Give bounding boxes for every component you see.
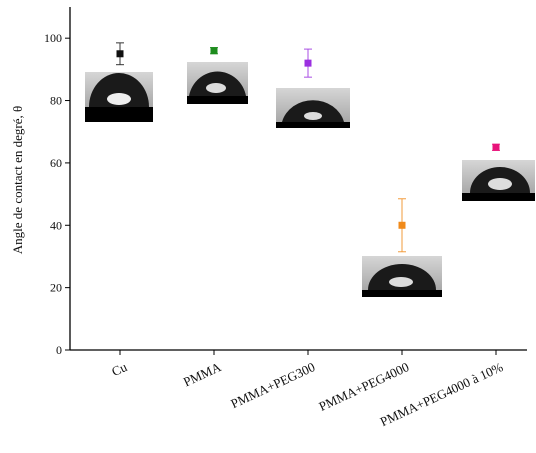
y-tick-label: 80	[50, 94, 62, 108]
droplet-images	[85, 62, 535, 297]
point	[492, 143, 500, 151]
y-tick-label: 60	[50, 156, 62, 170]
x-tick-label: PMMA+PEG300	[228, 359, 317, 411]
droplet-image	[187, 62, 248, 104]
x-tick-label: Cu	[109, 359, 130, 379]
point	[304, 59, 312, 67]
y-axis-label: Angle de contact en degré, θ	[10, 106, 25, 254]
droplet-image	[362, 256, 442, 297]
y-tick-label: 20	[50, 281, 62, 295]
point	[398, 221, 406, 229]
droplet-image	[276, 88, 350, 128]
point	[116, 50, 124, 58]
droplet-image	[462, 160, 535, 201]
droplet-image	[85, 72, 153, 122]
y-tick-label: 0	[56, 343, 62, 357]
y-tick-label: 100	[44, 31, 62, 45]
point	[210, 47, 218, 55]
y-tick-label: 40	[50, 218, 62, 232]
x-tick-label: PMMA	[181, 359, 224, 390]
